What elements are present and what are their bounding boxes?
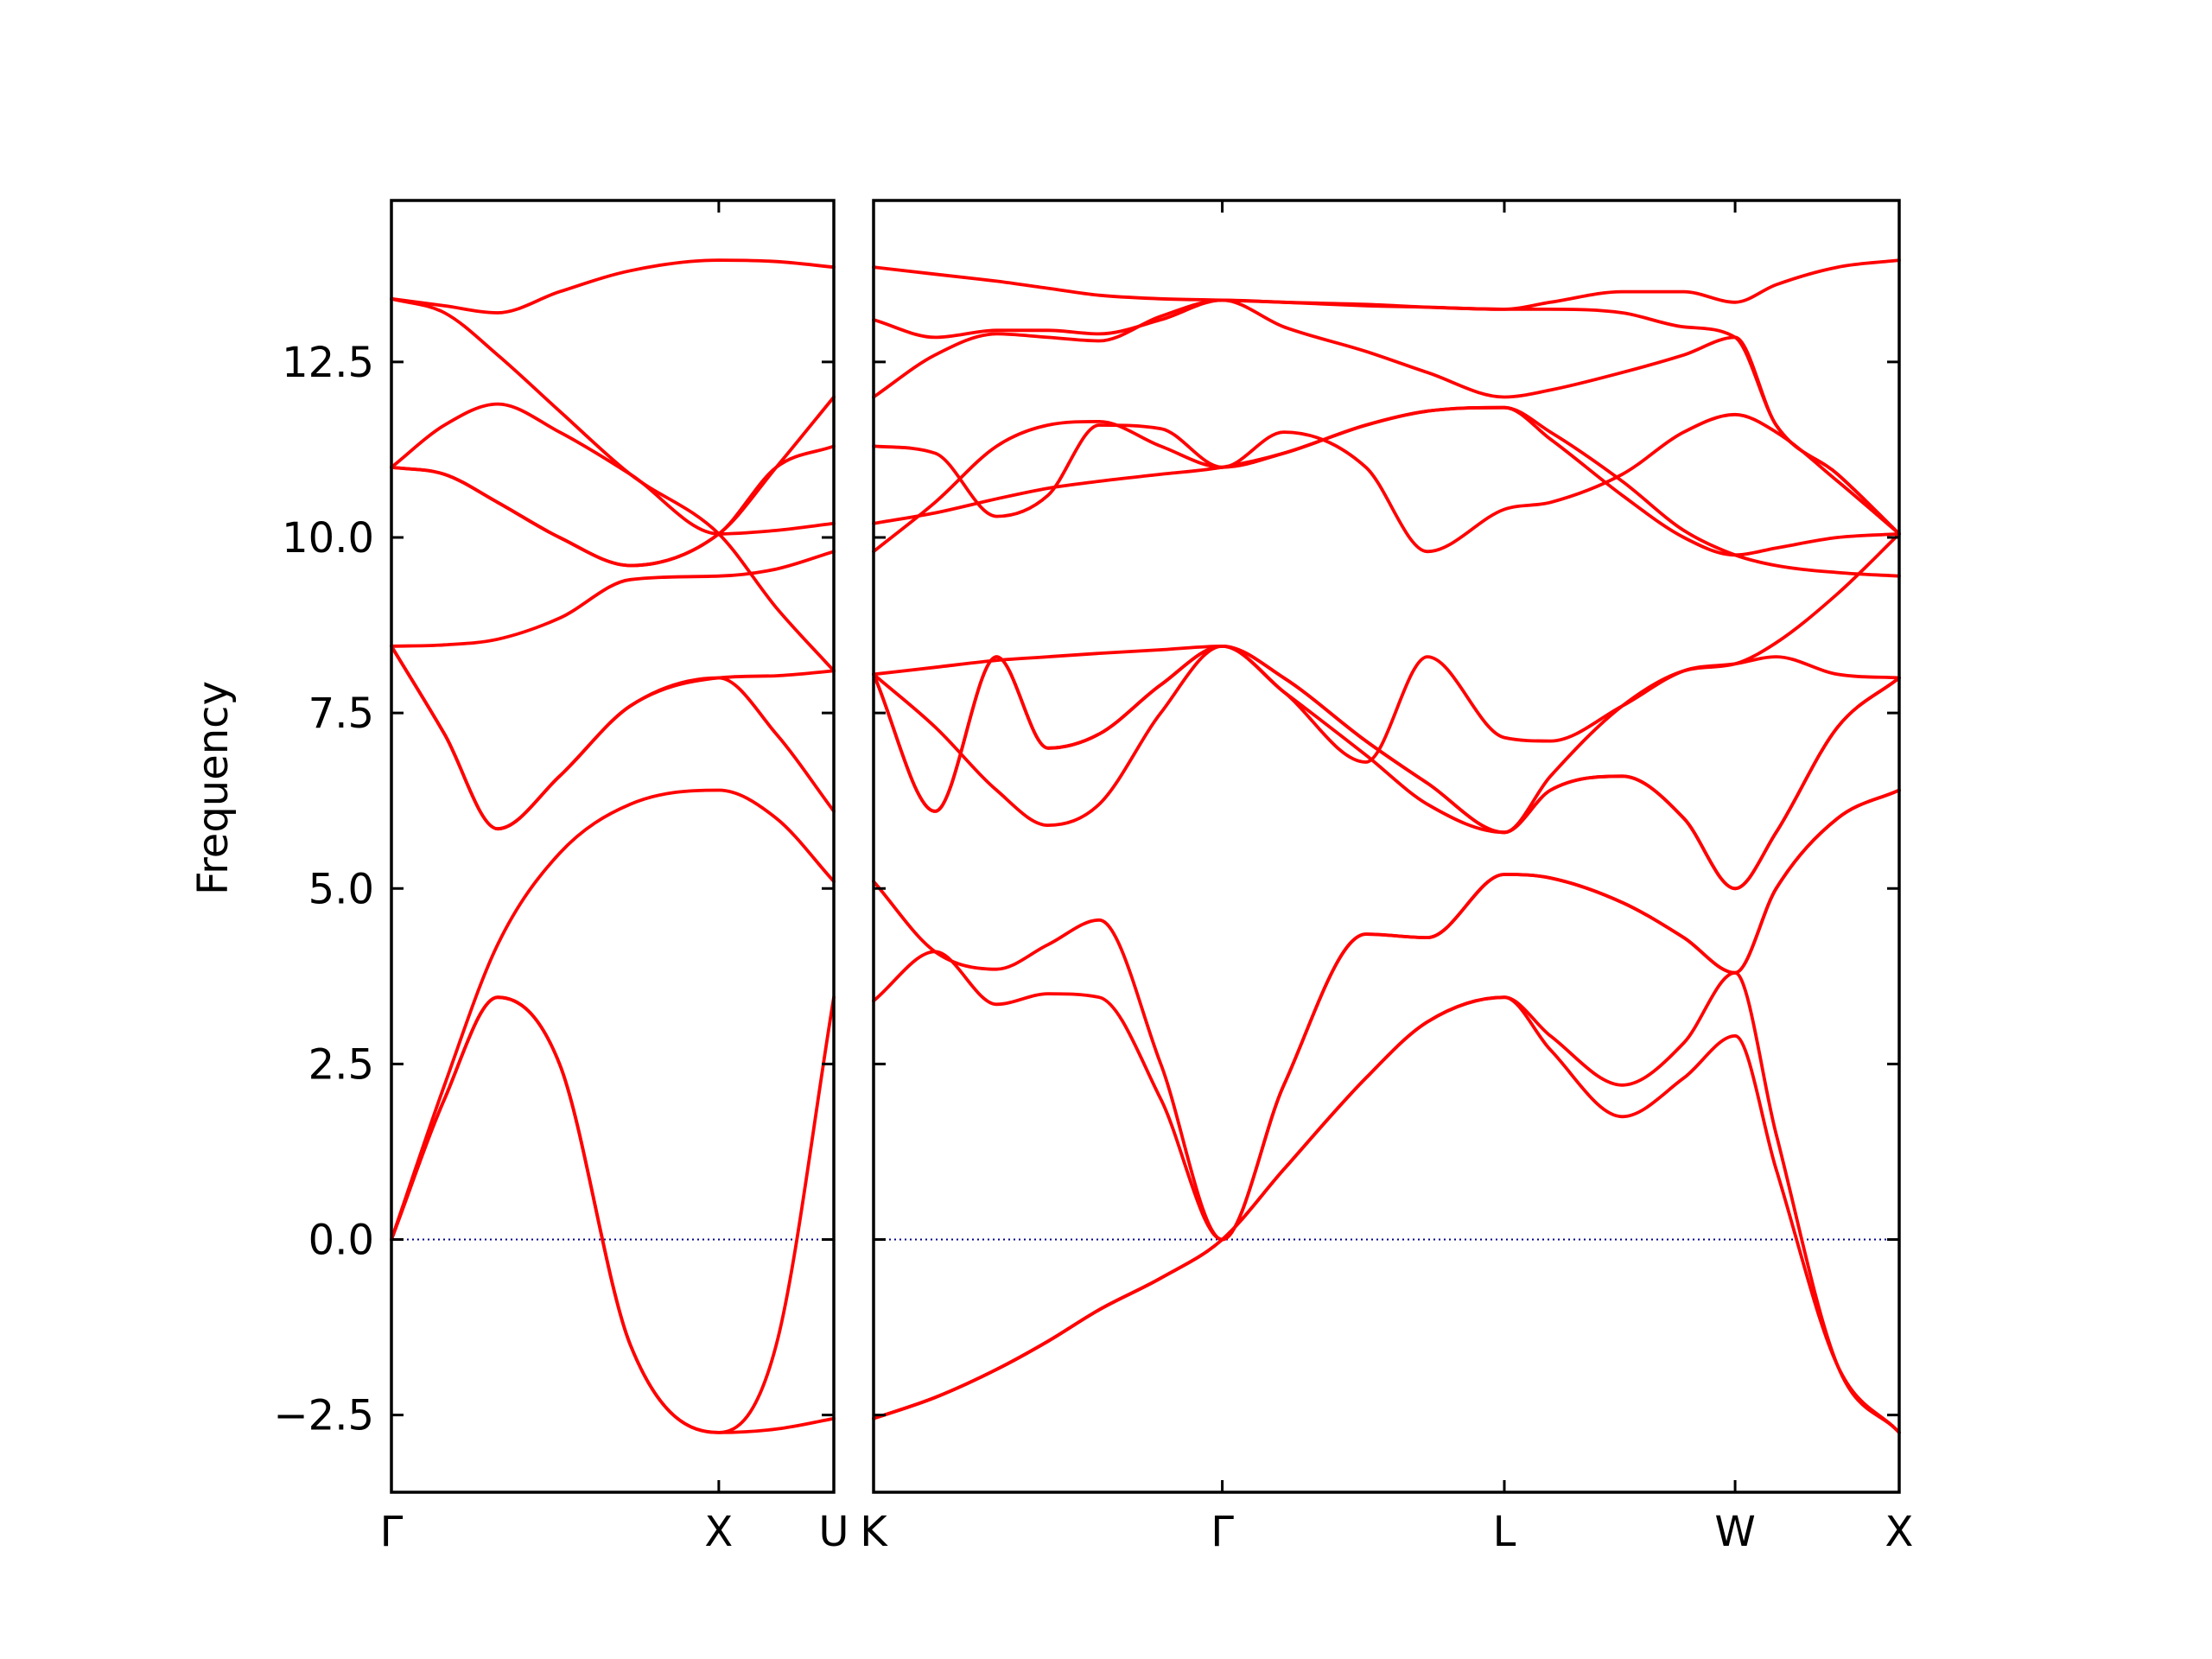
band-line-8 <box>390 645 836 831</box>
y-tick-label: 2.5 <box>308 1040 374 1089</box>
y-tick-label: 7.5 <box>308 690 374 738</box>
y-tick-label: 12.5 <box>282 339 374 387</box>
plot-frame <box>390 199 836 1494</box>
band-line-11 <box>390 995 836 1434</box>
x-tick-label: L <box>1493 1508 1516 1556</box>
x-tick-label: W <box>1714 1508 1755 1556</box>
band-line-3 <box>872 298 1901 536</box>
panel-gamma-x-u: −2.5 0.0 2.5 5.0 7.5 10.0 12.5 Γ X U <box>273 199 849 1556</box>
x-tick-label: Γ <box>1211 1508 1234 1556</box>
y-axis-label: Frequency <box>189 681 238 895</box>
band-line-8 <box>872 645 1901 891</box>
x-tick-label: K <box>860 1508 888 1556</box>
y-tick-label: 5.0 <box>308 865 374 913</box>
band-line-4 <box>872 412 1901 554</box>
band-line-9 <box>390 788 836 1242</box>
y-tick-label: 0.0 <box>308 1217 374 1265</box>
band-line-1 <box>390 258 836 315</box>
band-line-6 <box>872 405 1901 557</box>
band-line-6 <box>390 550 836 648</box>
x-tick-label: X <box>704 1508 733 1556</box>
band-series-group <box>390 258 836 1434</box>
band-line-14 <box>872 995 1901 1434</box>
x-tick-label: U <box>818 1508 849 1556</box>
band-series-group <box>872 258 1901 1434</box>
plot-frame <box>872 199 1901 1494</box>
x-tick-label: Γ <box>380 1508 404 1556</box>
band-line-10 <box>872 532 1901 835</box>
band-line-2 <box>390 296 836 673</box>
x-tick-label: X <box>1885 1508 1914 1556</box>
band-line-3 <box>390 402 836 536</box>
y-tick-label: −2.5 <box>273 1392 374 1440</box>
band-line-5 <box>390 395 836 568</box>
y-tick-label: 10.0 <box>282 514 374 563</box>
